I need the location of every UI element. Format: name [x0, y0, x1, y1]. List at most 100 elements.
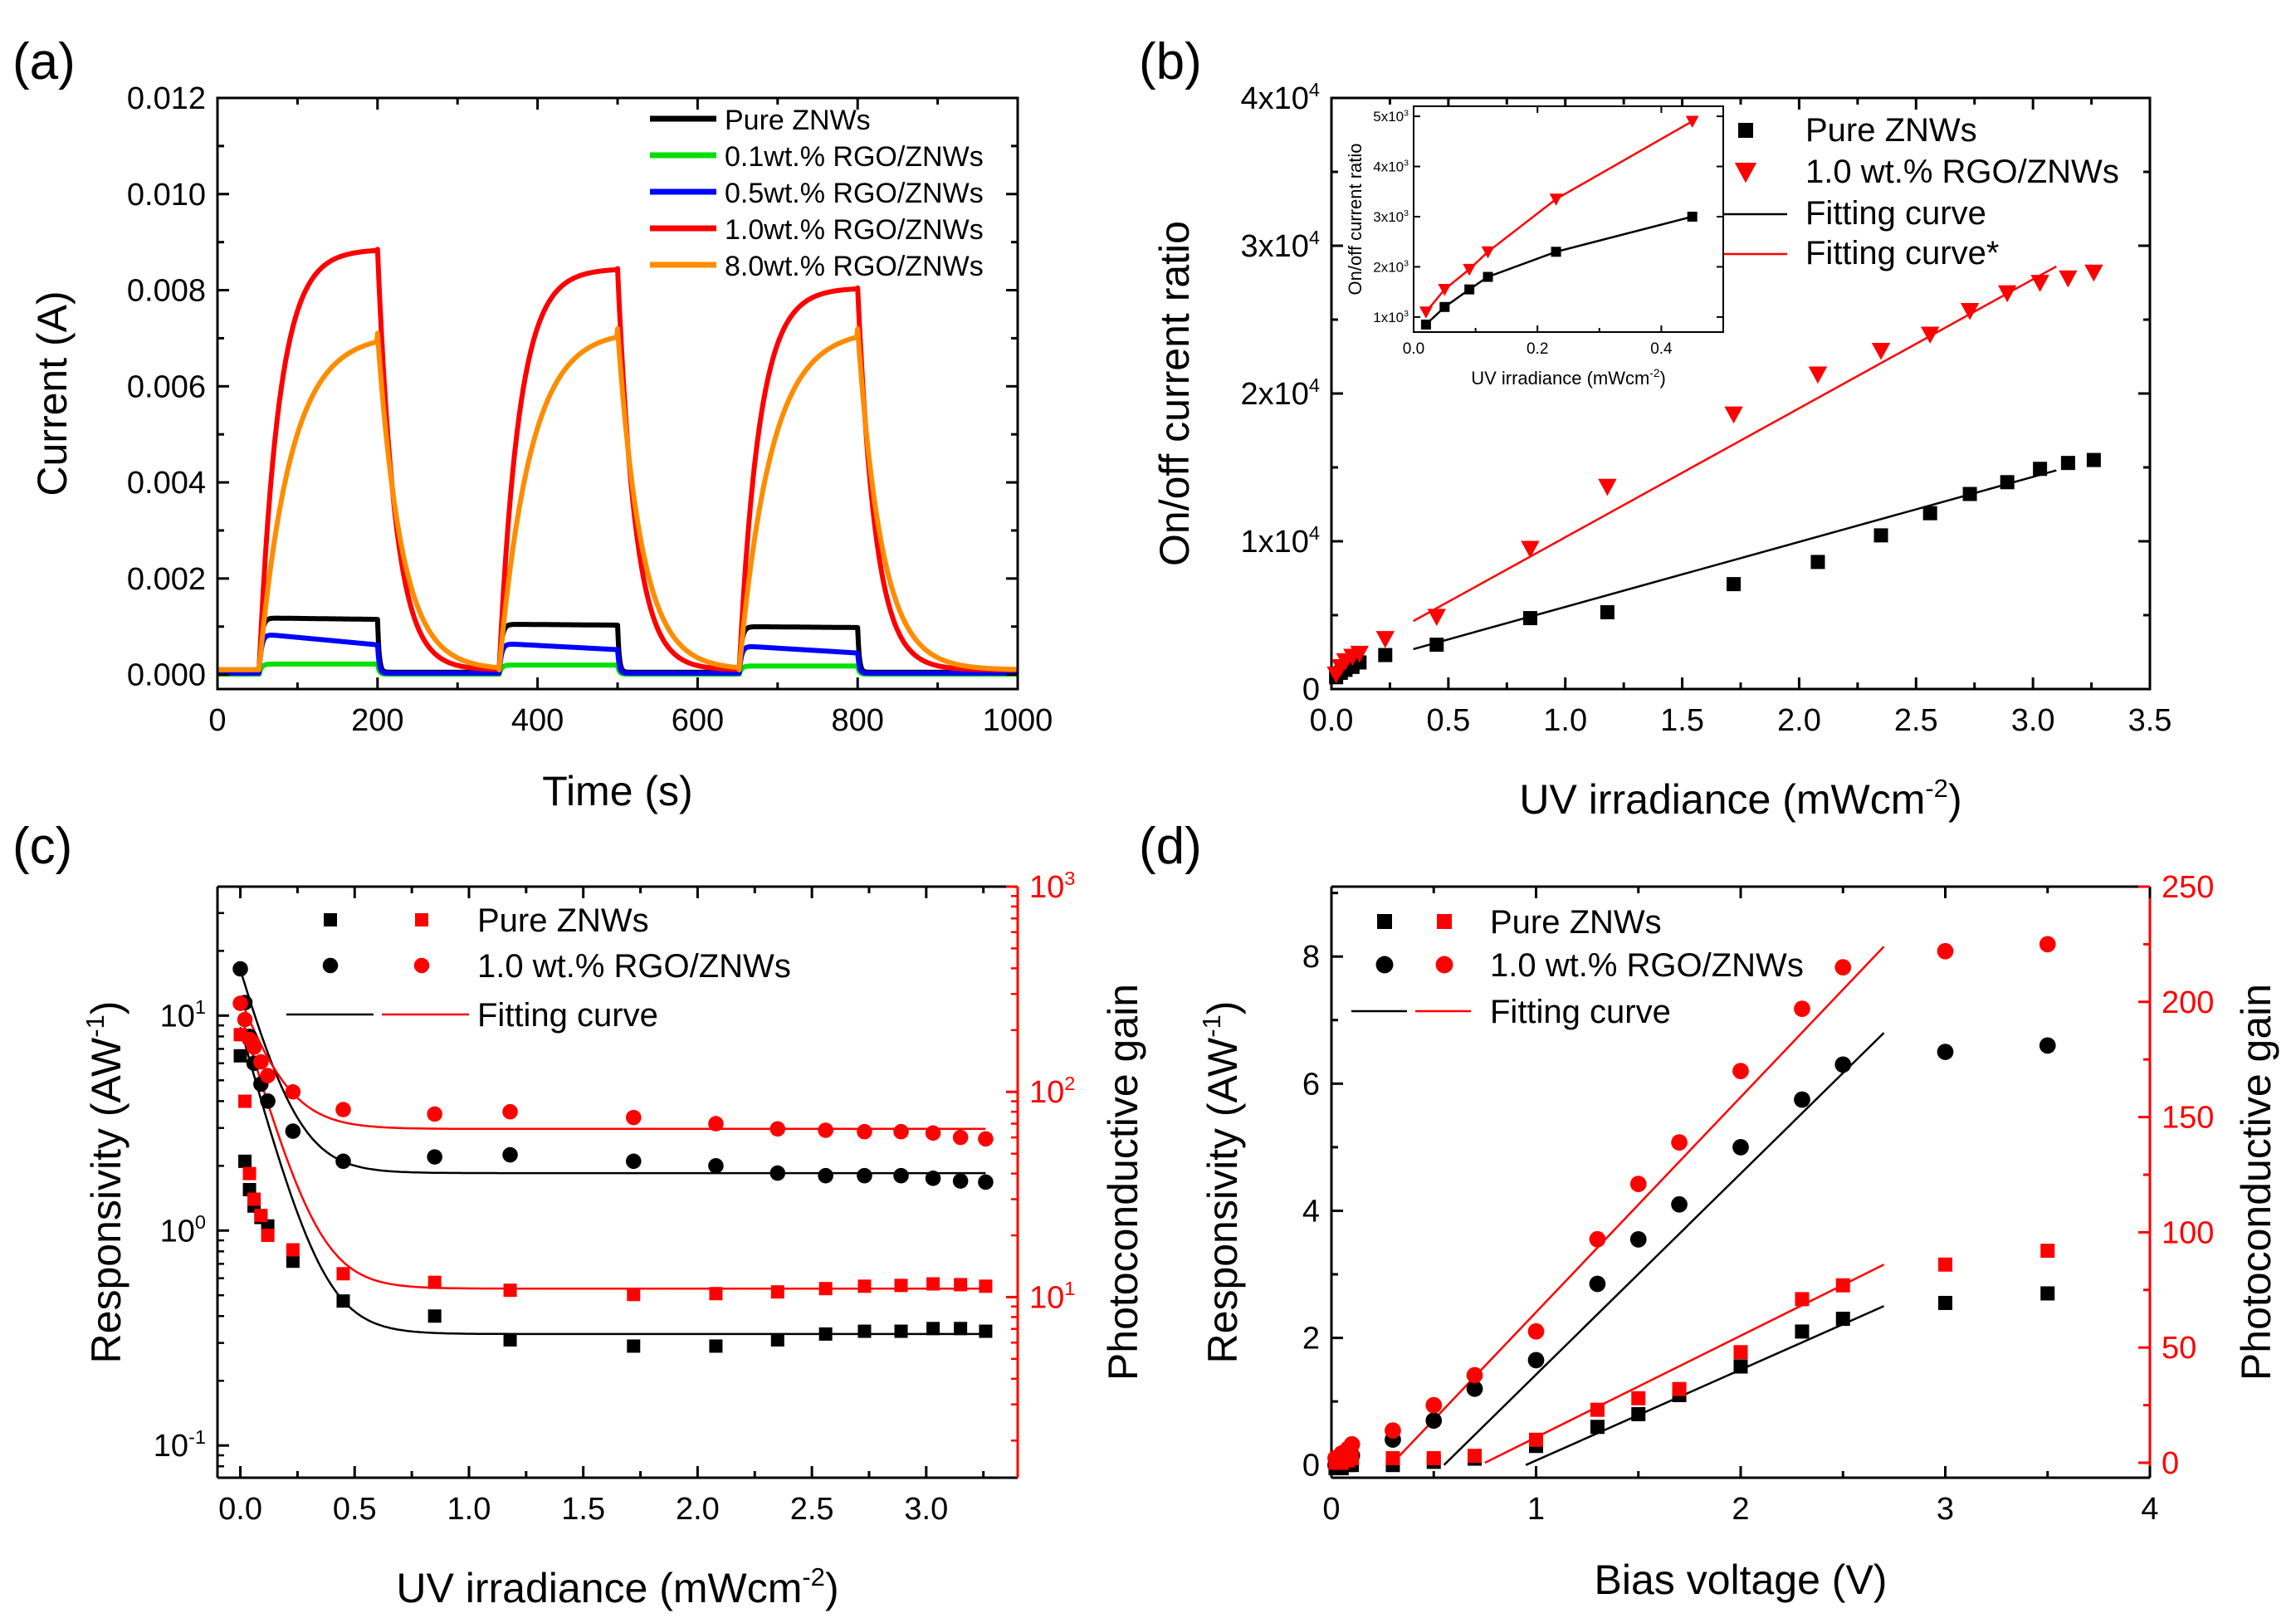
data-point	[1343, 1435, 1361, 1453]
series-line	[216, 325, 1019, 672]
data-point	[1873, 528, 1888, 543]
inset-y-axis-label: On/off current ratio	[1345, 143, 1365, 295]
panel-a-chart: (a) 0 200 400 600 800 1000 0.000 0.002 0.004 0.006…	[12, 33, 1053, 814]
y-tick-label: 101	[160, 996, 206, 1034]
data-point	[427, 1149, 442, 1165]
data-point	[1938, 1295, 1952, 1310]
data-point	[1937, 942, 1954, 960]
data-point	[893, 1167, 909, 1184]
y-tick-label: 0.010	[127, 178, 206, 213]
data-point	[233, 1049, 247, 1063]
data-point	[925, 1125, 941, 1141]
inset-data-point	[1439, 301, 1450, 312]
x-axis-label: UV irradiance (mWcm-2)	[1519, 774, 1961, 823]
inset-x-axis-label: UV irradiance (mWcm-2)	[1471, 367, 1666, 389]
legend-label: Pure ZNWs	[477, 902, 649, 939]
data-point	[1427, 609, 1446, 626]
y2-tick-label: 103	[1029, 868, 1075, 905]
legend-marker	[413, 957, 430, 974]
x-tick-label: 600	[672, 703, 724, 738]
data-point	[1920, 326, 1940, 345]
y2-tick-label: 150	[2162, 1101, 2214, 1136]
legend-label: 1.0wt.% RGO/ZNWs	[725, 214, 984, 246]
data-point	[857, 1324, 872, 1338]
y-axis-label: Responsivity (AW-1)	[81, 1001, 129, 1364]
y-axis-label: On/off current ratio	[1151, 221, 1198, 566]
data-point	[1629, 1176, 1647, 1192]
inset-x-tick-label: 0.0	[1403, 340, 1424, 358]
x-tick-label: 3.5	[2128, 703, 2172, 738]
legend-label: Pure ZNWs	[1805, 112, 1977, 149]
x-tick-label: 2.5	[1894, 703, 1938, 738]
data-point	[1521, 540, 1540, 559]
data-point	[1589, 1275, 1606, 1293]
y-tick-label: 0.002	[127, 562, 206, 597]
x-tick-label: 3	[1937, 1492, 1954, 1527]
data-point	[709, 1339, 723, 1353]
x-tick-label: 2	[1732, 1492, 1749, 1527]
inset-data-point	[1687, 211, 1698, 222]
data-point	[894, 1324, 908, 1338]
data-point	[246, 1039, 262, 1055]
legend-label: Fitting curve	[477, 997, 658, 1034]
data-point	[336, 1267, 350, 1281]
panel-b-chart: (b) 0.0 0.5 1.0 1.5 2.0 2.5 3.0 3.5 0 1x104 2x104 3x…	[1139, 33, 2171, 823]
data-point	[2030, 275, 2049, 292]
data-point	[893, 1123, 909, 1140]
data-point	[237, 1011, 253, 1028]
legend-marker	[322, 957, 339, 974]
legend-marker	[1375, 956, 1394, 974]
y-tick-label: 2x104	[1240, 374, 1320, 412]
data-point	[1631, 1391, 1646, 1405]
data-point	[978, 1131, 994, 1147]
data-point	[1835, 1312, 1850, 1327]
inset-data-point	[1481, 246, 1495, 259]
data-point	[1466, 1380, 1483, 1397]
data-point	[1590, 1420, 1605, 1435]
data-point	[336, 1294, 350, 1308]
data-point	[1962, 486, 1977, 501]
fit-line	[1412, 265, 2057, 623]
x-tick-label: 1.5	[561, 1492, 605, 1527]
legend-marker	[1734, 163, 1757, 183]
y-tick-label: 3x104	[1240, 227, 1320, 264]
data-point	[818, 1167, 833, 1184]
x-axis-label: Bias voltage (V)	[1595, 1557, 1888, 1603]
legend-label: Fitting curve	[1490, 994, 1671, 1030]
series-line	[216, 247, 1019, 672]
legend-label: 1.0 wt.% RGO/ZNWs	[1490, 947, 1804, 984]
data-point	[1732, 1063, 1749, 1079]
legend-label: Pure ZNWs	[1490, 904, 1662, 941]
data-point	[2000, 475, 2015, 490]
data-point	[1733, 1359, 1748, 1374]
x-tick-label: 2.0	[1777, 703, 1821, 738]
data-point	[1527, 1352, 1545, 1369]
y-tick-label: 6	[1302, 1067, 1320, 1102]
x-tick-label: 2.5	[790, 1492, 834, 1527]
y-tick-label: 4	[1302, 1194, 1320, 1229]
data-point	[1794, 1000, 1810, 1017]
data-point	[2039, 936, 2056, 953]
x-tick-label: 1.5	[1660, 703, 1704, 738]
legend-marker	[415, 913, 428, 926]
data-point	[427, 1106, 442, 1122]
data-point	[627, 1288, 641, 1302]
x-tick-label: 1.0	[447, 1492, 491, 1527]
data-point	[1629, 1231, 1647, 1248]
x-tick-label: 2.0	[676, 1492, 720, 1527]
data-point	[260, 1068, 276, 1083]
y-tick-label: 0.008	[127, 274, 206, 309]
y-tick-label: 0	[1302, 672, 1320, 707]
y2-tick-label: 0	[2162, 1446, 2179, 1481]
data-point	[1997, 285, 2017, 303]
data-point	[769, 1121, 786, 1137]
y-tick-label: 100	[160, 1211, 206, 1249]
legend-marker	[1435, 956, 1453, 974]
data-point	[1671, 1195, 1688, 1213]
data-point	[954, 1322, 968, 1336]
data-point	[926, 1322, 940, 1336]
data-point	[1466, 1366, 1483, 1384]
fit-line	[1443, 1032, 1885, 1466]
fit-line	[1484, 1264, 1885, 1464]
